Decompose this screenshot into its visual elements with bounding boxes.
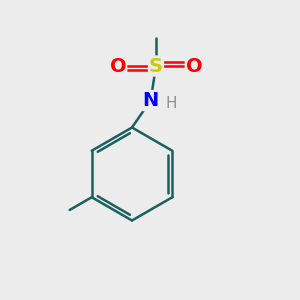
Text: H: H — [166, 96, 177, 111]
Text: S: S — [149, 56, 163, 76]
Text: O: O — [186, 56, 202, 76]
Text: O: O — [110, 56, 126, 76]
Text: N: N — [142, 91, 159, 110]
